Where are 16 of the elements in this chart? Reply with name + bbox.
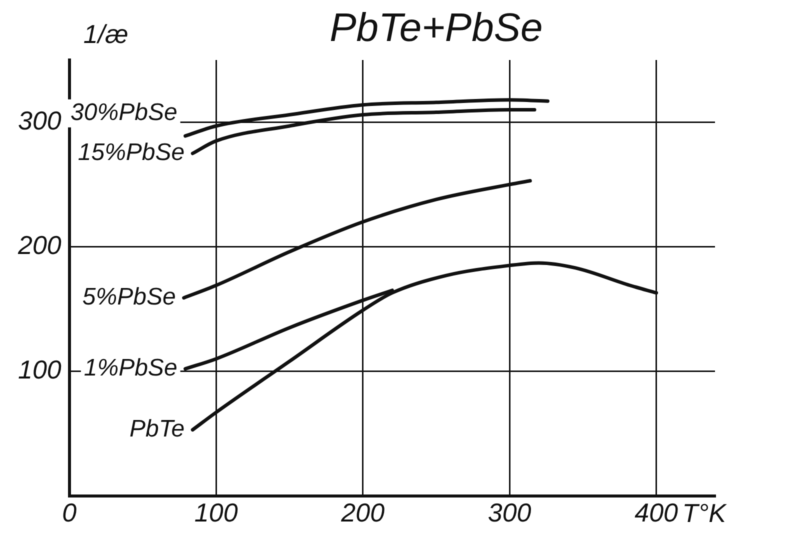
y-axis-title: 1/æ bbox=[83, 19, 128, 50]
x-tick-label: 200 bbox=[340, 498, 386, 528]
x-tick-label: 100 bbox=[194, 498, 238, 528]
series-label: 1%PbSe bbox=[84, 354, 178, 382]
x-tick-label: 400 bbox=[634, 498, 679, 528]
y-tick-label: 100 bbox=[18, 354, 62, 385]
y-tick-label: 300 bbox=[18, 105, 62, 136]
y-tick-label: 200 bbox=[16, 230, 62, 260]
x-tick-label: 0 bbox=[62, 498, 78, 528]
series-label: 5%PbSe bbox=[82, 283, 176, 310]
series-label: 15%PbSe bbox=[78, 139, 185, 166]
chart-title: PbTe+PbSe bbox=[330, 6, 543, 50]
series-label: PbTe bbox=[129, 415, 185, 442]
x-axis-title: T°K bbox=[682, 498, 728, 528]
x-tick-label: 300 bbox=[488, 498, 532, 528]
series-label: 30%PbSe bbox=[70, 99, 178, 126]
